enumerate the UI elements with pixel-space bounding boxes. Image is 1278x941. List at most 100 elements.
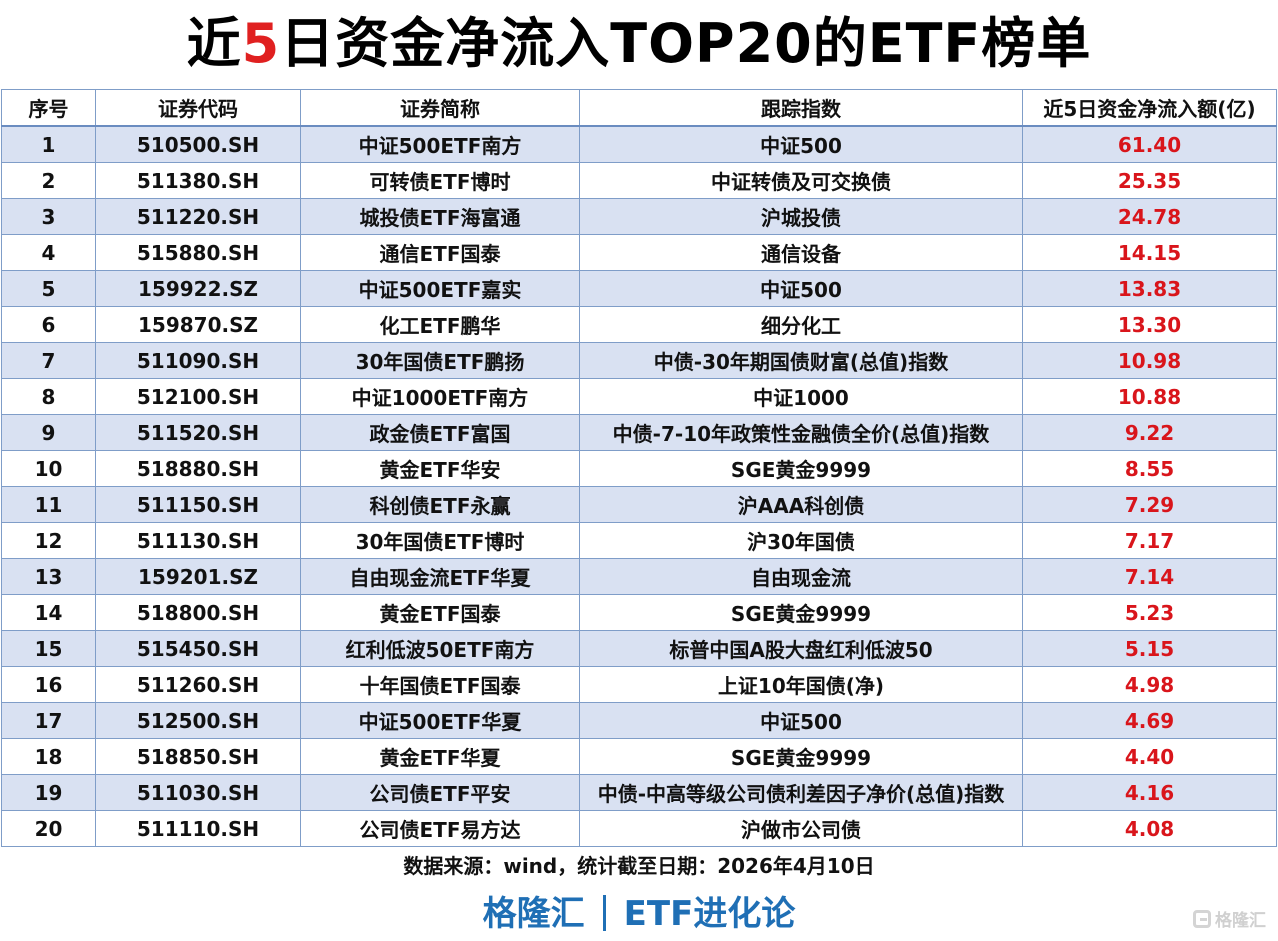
inflow-cell: 5.23 [1022,594,1277,631]
index-cell: SGE黄金9999 [579,738,1023,775]
inflow-cell: 4.69 [1022,702,1277,739]
inflow-cell: 61.40 [1022,125,1277,163]
code-cell: 511110.SH [95,810,301,847]
rank-cell: 11 [1,486,96,523]
index-cell: 沪30年国债 [579,522,1023,559]
header-rank: 序号 [1,89,96,127]
inflow-cell: 7.29 [1022,486,1277,523]
gelonghui-logo-icon [1193,909,1211,928]
code-cell: 512500.SH [95,702,301,739]
table-row: 2 511380.SH 可转债ETF博时 中证转债及可交换债 25.35 [1,162,1277,199]
rank-cell: 6 [1,306,96,343]
code-cell: 511260.SH [95,666,301,703]
table-row: 14 518800.SH 黄金ETF国泰 SGE黄金9999 5.23 [1,594,1277,631]
table-row: 8 512100.SH 中证1000ETF南方 中证1000 10.88 [1,378,1277,415]
name-cell: 公司债ETF易方达 [300,810,580,847]
index-cell: 中债-中高等级公司债利差因子净价(总值)指数 [579,774,1023,811]
index-cell: 中证转债及可交换债 [579,162,1023,199]
rank-cell: 2 [1,162,96,199]
name-cell: 公司债ETF平安 [300,774,580,811]
title-prefix: 近 [186,12,242,75]
code-cell: 511030.SH [95,774,301,811]
rank-cell: 19 [1,774,96,811]
table-row: 17 512500.SH 中证500ETF华夏 中证500 4.69 [1,702,1277,739]
rank-cell: 7 [1,342,96,379]
inflow-cell: 8.55 [1022,450,1277,487]
brand-line: 格隆汇 ETF进化论 [0,886,1278,935]
index-cell: 细分化工 [579,306,1023,343]
rank-cell: 15 [1,630,96,667]
name-cell: 十年国债ETF国泰 [300,666,580,703]
table-row: 5 159922.SZ 中证500ETF嘉实 中证500 13.83 [1,270,1277,307]
inflow-cell: 4.16 [1022,774,1277,811]
name-cell: 黄金ETF华夏 [300,738,580,775]
rank-cell: 1 [1,125,96,163]
index-cell: 上证10年国债(净) [579,666,1023,703]
code-cell: 159922.SZ [95,270,301,307]
code-cell: 515450.SH [95,630,301,667]
data-source-note: 数据来源：wind，统计截至日期：2026年4月10日 [403,854,875,878]
name-cell: 中证1000ETF南方 [300,378,580,415]
table-header-row: 序号 证券代码 证券简称 跟踪指数 近5日资金净流入额(亿) [1,89,1277,127]
rank-cell: 4 [1,234,96,271]
rank-cell: 18 [1,738,96,775]
name-cell: 中证500ETF嘉实 [300,270,580,307]
index-cell: 中证500 [579,125,1023,163]
name-cell: 中证500ETF华夏 [300,702,580,739]
index-cell: SGE黄金9999 [579,594,1023,631]
name-cell: 科创债ETF永赢 [300,486,580,523]
rank-cell: 13 [1,558,96,595]
index-cell: 中证1000 [579,378,1023,415]
index-cell: SGE黄金9999 [579,450,1023,487]
rank-cell: 3 [1,198,96,235]
index-cell: 沪做市公司债 [579,810,1023,847]
code-cell: 511520.SH [95,414,301,451]
table-row: 18 518850.SH 黄金ETF华夏 SGE黄金9999 4.40 [1,738,1277,775]
table-row: 9 511520.SH 政金债ETF富国 中债-7-10年政策性金融债全价(总值)指数… [1,414,1277,451]
rank-cell: 12 [1,522,96,559]
inflow-cell: 10.88 [1022,378,1277,415]
table-row: 16 511260.SH 十年国债ETF国泰 上证10年国债(净) 4.98 [1,666,1277,703]
inflow-cell: 10.98 [1022,342,1277,379]
inflow-cell: 9.22 [1022,414,1277,451]
code-cell: 511130.SH [95,522,301,559]
index-cell: 沪城投债 [579,198,1023,235]
table-row: 10 518880.SH 黄金ETF华安 SGE黄金9999 8.55 [1,450,1277,487]
code-cell: 510500.SH [95,125,301,163]
name-cell: 黄金ETF华安 [300,450,580,487]
name-cell: 中证500ETF南方 [300,125,580,163]
inflow-cell: 13.83 [1022,270,1277,307]
code-cell: 515880.SH [95,234,301,271]
name-cell: 30年国债ETF鹏扬 [300,342,580,379]
header-index: 跟踪指数 [579,89,1023,127]
name-cell: 黄金ETF国泰 [300,594,580,631]
brand-left: 格隆汇 [482,894,585,934]
table-row: 11 511150.SH 科创债ETF永赢 沪AAA科创债 7.29 [1,486,1277,523]
name-cell: 30年国债ETF博时 [300,522,580,559]
inflow-cell: 25.35 [1022,162,1277,199]
name-cell: 自由现金流ETF华夏 [300,558,580,595]
inflow-cell: 4.08 [1022,810,1277,847]
rank-cell: 14 [1,594,96,631]
rank-cell: 8 [1,378,96,415]
code-cell: 512100.SH [95,378,301,415]
brand-right: ETF进化论 [623,894,796,934]
code-cell: 511150.SH [95,486,301,523]
table-row: 7 511090.SH 30年国债ETF鹏扬 中债-30年期国债财富(总值)指数 10.… [1,342,1277,379]
rank-cell: 10 [1,450,96,487]
name-cell: 通信ETF国泰 [300,234,580,271]
etf-inflow-table: 序号 证券代码 证券简称 跟踪指数 近5日资金净流入额(亿) 1 510500.S… [1,89,1277,847]
rank-cell: 5 [1,270,96,307]
table-row: 13 159201.SZ 自由现金流ETF华夏 自由现金流 7.14 [1,558,1277,595]
table-row: 12 511130.SH 30年国债ETF博时 沪30年国债 7.17 [1,522,1277,559]
index-cell: 标普中国A股大盘红利低波50 [579,630,1023,667]
table-row: 20 511110.SH 公司债ETF易方达 沪做市公司债 4.08 [1,810,1277,847]
name-cell: 城投债ETF海富通 [300,198,580,235]
rank-cell: 16 [1,666,96,703]
table-row: 1 510500.SH 中证500ETF南方 中证500 61.40 [1,125,1277,163]
rank-cell: 9 [1,414,96,451]
table-row: 19 511030.SH 公司债ETF平安 中债-中高等级公司债利差因子净价(总值)指… [1,774,1277,811]
rank-cell: 20 [1,810,96,847]
header-inflow: 近5日资金净流入额(亿) [1022,89,1277,127]
watermark: 格隆汇 [1193,906,1266,931]
